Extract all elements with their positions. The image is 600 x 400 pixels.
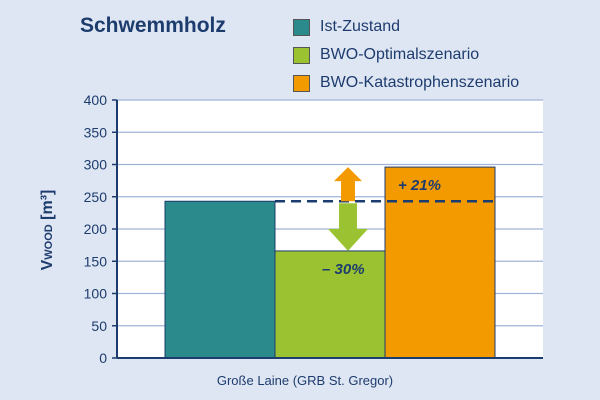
bars bbox=[164, 166, 496, 359]
increase-arrow-icon bbox=[334, 167, 362, 202]
legend-swatch-bwo-optimalszenario bbox=[293, 46, 310, 64]
y-axis-label-main: V bbox=[39, 259, 56, 270]
bar-bwo-optimalszenario bbox=[274, 250, 386, 359]
y-axis-label-unit: [m³] bbox=[39, 190, 56, 220]
x-axis-label: Große Laine (GRB St. Gregor) bbox=[217, 373, 393, 388]
legend-item-bwo-optimalszenario: BWO-Optimalszenario bbox=[293, 41, 519, 69]
bar-ist-zustand bbox=[164, 200, 276, 359]
y-tick-label-250: 250 bbox=[84, 189, 108, 205]
y-tick-label-50: 50 bbox=[91, 318, 107, 334]
y-tick-label-400: 400 bbox=[84, 92, 108, 108]
legend-swatch-bwo-katastrophenszenario bbox=[293, 74, 310, 92]
y-tick-label-150: 150 bbox=[84, 253, 108, 269]
change-arrows bbox=[328, 167, 368, 251]
y-tick-label-200: 200 bbox=[84, 221, 108, 237]
y-axis-label: VWOOD [m³] bbox=[39, 190, 56, 271]
y-tick-label-300: 300 bbox=[84, 157, 108, 173]
y-axis-label-subscript: WOOD bbox=[43, 224, 55, 259]
legend-label-bwo-optimalszenario: BWO-Optimalszenario bbox=[320, 46, 480, 63]
legend-label-bwo-katastrophenszenario: BWO-Katastrophenszenario bbox=[320, 74, 520, 91]
y-tick-label-350: 350 bbox=[84, 124, 108, 140]
legend-swatch-ist-zustand bbox=[293, 18, 310, 36]
axes bbox=[116, 100, 543, 359]
legend-label-ist-zustand: Ist-Zustand bbox=[320, 18, 401, 35]
legend: Ist-Zustand BWO-Optimalszenario BWO-Kata… bbox=[293, 13, 519, 97]
y-tick-label-0: 0 bbox=[99, 350, 107, 366]
bar-bwo-katastrophenszenario bbox=[384, 166, 496, 359]
decrease-annotation-label: – 30% bbox=[322, 261, 365, 278]
chart-title: Schwemmholz bbox=[80, 14, 226, 37]
decrease-arrow-icon bbox=[328, 203, 368, 251]
legend-item-ist-zustand: Ist-Zustand bbox=[293, 13, 519, 41]
y-tick-labels: 0 50 100 150 200 250 300 350 400 bbox=[84, 92, 108, 366]
change-annotations: + 21% – 30% bbox=[322, 177, 441, 278]
y-tick-label-100: 100 bbox=[84, 286, 108, 302]
increase-annotation-label: + 21% bbox=[398, 177, 441, 194]
legend-item-bwo-katastrophenszenario: BWO-Katastrophenszenario bbox=[293, 69, 519, 97]
